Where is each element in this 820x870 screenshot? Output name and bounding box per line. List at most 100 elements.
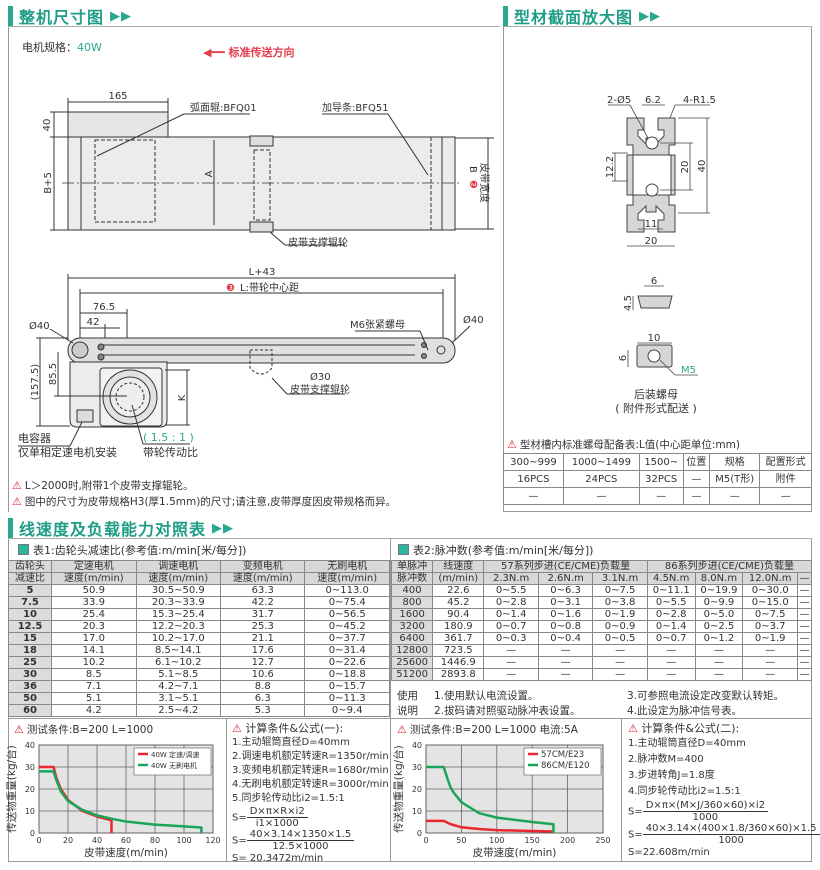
- numerator: D×π×R×i2: [246, 806, 308, 818]
- chart1-title: ⚠ 测试条件:B=200 L=1000: [14, 722, 153, 737]
- formula1-title: 计算条件&公式(一):: [245, 722, 344, 735]
- table-cell: 16PCS: [503, 470, 564, 488]
- header-cell: (m/min): [432, 572, 485, 585]
- table-cell: 33.9: [51, 596, 137, 609]
- table-cell: 0~18.8: [304, 668, 390, 681]
- formula-line: 2.脉冲数M=400: [628, 754, 704, 765]
- formula2: ⚠ 计算条件&公式(二): 1.主动辊筒直径D=40mm 2.脉冲数M=400 …: [628, 722, 820, 860]
- table-header-row: 减速比 速度(m/min) 速度(m/min) 速度(m/min) 速度(m/min): [7, 572, 390, 585]
- header-cell: 脉冲数: [390, 572, 434, 585]
- table-cell: 25.4: [51, 608, 137, 621]
- header-cell: 300~999: [503, 453, 564, 471]
- table-row: 1600 90.4 0~1.4 0~1.6 0~1.9 0~2.8 0~5.0 0~7.5—: [390, 608, 812, 621]
- dim-11: 11: [645, 219, 658, 230]
- table-cell: 0~1.9: [592, 608, 648, 621]
- table-cell: 10: [7, 608, 53, 621]
- table2: 单脉冲 线速度 57系列步进(CE/CME)负载量 86系列步进(CE/CME)负载量…: [390, 560, 813, 681]
- header-cell: 1500~: [638, 453, 684, 471]
- formula-line: 4.同步轮传动比i2=1.5:1: [628, 786, 741, 797]
- table-cell: 723.5: [432, 644, 485, 657]
- formula-result: S=22.608m/min: [628, 847, 710, 858]
- table-cell: 6.3: [220, 692, 306, 705]
- dim-holes: 2-Ø5: [607, 94, 631, 106]
- header-cell: 调速电机: [135, 560, 222, 573]
- numerator: D×π×(M×J/360×60)×i2: [642, 800, 769, 812]
- dim-20-vertical: 20: [680, 161, 691, 174]
- table-cell: 20.3: [51, 620, 137, 633]
- table-cell: 0~0.3: [483, 632, 539, 645]
- table2-title: 表2:脉冲数(参考值:m/min[米/每分]): [398, 542, 593, 558]
- table-cell: 0~3.7: [742, 620, 799, 633]
- table-cell: 1446.9: [432, 656, 485, 669]
- arrow-right-icon: ▶▶: [110, 8, 133, 24]
- header-cell: 8.0N.m: [694, 572, 744, 585]
- y-tick-label: 10: [25, 807, 35, 816]
- usage-label: 使用: [397, 690, 418, 702]
- chart1: 0 20 40 60 80 100 120 0 10 20 30 40 40W 定速/调速 40W 无刷电…: [5, 741, 221, 859]
- table-cell: 42.2: [220, 596, 306, 609]
- note-text: L＞2000时,附带1个皮带支撑辊轮。: [24, 480, 194, 492]
- formula-line: 1.主动辊筒直径D=40mm: [232, 737, 350, 748]
- table-cell: —: [562, 487, 640, 505]
- section-title-text: 型材截面放大图: [514, 8, 634, 27]
- table-row: 10 25.4 15.3~25.4 31.7 0~56.5: [7, 608, 390, 621]
- table-cell: 63.3: [220, 584, 306, 597]
- table-cell: —: [709, 487, 761, 505]
- s-label: S=: [232, 812, 247, 824]
- table-cell: 0~9.9: [694, 596, 744, 609]
- formula-general: S= D×π×R×i2 i1×1000: [232, 806, 389, 829]
- table-row: 60 4.2 2.5~4.2 5.3 0~9.4: [7, 704, 390, 717]
- warning-icon: ⚠: [397, 723, 407, 736]
- dim-b-plus-5: B+5: [43, 172, 54, 194]
- table-cell: 30.5~50.9: [135, 584, 222, 597]
- series-line-1: [426, 765, 555, 833]
- numerator: 40×3.14×(400×1.8/360×60)×1.5: [642, 823, 820, 835]
- header-cell: 速度(m/min): [304, 572, 390, 585]
- table-cell: 800: [390, 596, 434, 609]
- table-cell: 0~75.4: [304, 596, 390, 609]
- table-cell: —: [483, 644, 539, 657]
- header-cell: —: [797, 572, 812, 585]
- table-cell: —: [694, 668, 744, 681]
- nut2-width: 10: [648, 333, 661, 344]
- table-cell: 45.2: [432, 596, 485, 609]
- profile-panel: [503, 26, 812, 512]
- table-cell: 12.7: [220, 656, 306, 669]
- legend-label: 40W 无刷电机: [151, 761, 197, 770]
- table-cell: —: [682, 470, 711, 488]
- pulley-ratio-label: 带轮传动比: [143, 445, 198, 459]
- capacitor-label: 电容器: [18, 431, 51, 445]
- table-row: 12.5 20.3 12.2~20.3 25.3 0~45.2: [7, 620, 390, 633]
- x-axis-label: 皮带速度(m/min): [84, 846, 168, 859]
- table-cell: —: [646, 644, 696, 657]
- table-cell: —: [742, 668, 799, 681]
- y-tick-label: 0: [417, 829, 422, 838]
- dimension-drawings: 165 40 B+5 A 弧面辊:BFQ01 加导条:BFQ51 皮带支撑辊轮 …: [18, 91, 494, 459]
- header-cell: 速度(m/min): [135, 572, 222, 585]
- s-label: S=: [628, 806, 643, 818]
- table-cell: 180.9: [432, 620, 485, 633]
- section-title-text: 线速度及负载能力对照表: [19, 520, 207, 539]
- table-cell: 5.3: [220, 704, 306, 717]
- header-cell: 无刷电机: [304, 560, 390, 573]
- table-cell: 51200: [390, 668, 434, 681]
- chart2-title-text: 测试条件:B=200 L=1000 电流:5A: [409, 724, 578, 736]
- table-cell: 5.1: [51, 692, 137, 705]
- dim-slot: 6.2: [645, 95, 661, 106]
- dim-76-5: 76.5: [93, 302, 115, 313]
- nut1-width: 6: [651, 276, 657, 287]
- table-cell: 24PCS: [562, 470, 640, 488]
- x-tick-label: 50: [456, 836, 466, 845]
- table-cell: 8.5: [51, 668, 137, 681]
- legend-label: 86CM/E120: [541, 761, 590, 771]
- x-tick-label: 80: [150, 836, 160, 845]
- l-marker: ❸: [226, 283, 235, 294]
- table-cell: —: [646, 656, 696, 669]
- formula-line: 5.同步轮传动比i2=1.5:1: [232, 793, 345, 804]
- table-cell: 32PCS: [638, 470, 684, 488]
- table-cell: 0~9.4: [304, 704, 390, 717]
- table-cell: 22.6: [432, 584, 485, 597]
- table-cell: 0~31.4: [304, 644, 390, 657]
- table-cell: 0~2.8: [483, 596, 539, 609]
- table-row: 15 17.0 10.2~17.0 21.1 0~37.7: [7, 632, 390, 645]
